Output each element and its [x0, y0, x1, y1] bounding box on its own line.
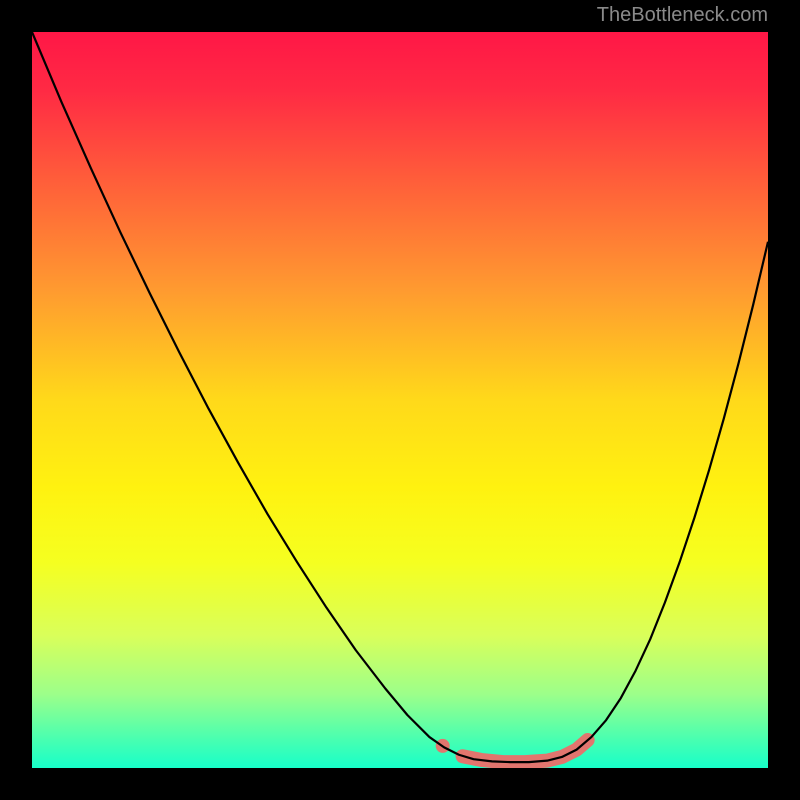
bottleneck-chart [32, 32, 768, 768]
chart-curve-layer [32, 32, 768, 768]
highlight-segment [463, 740, 588, 762]
bottleneck-curve [32, 32, 768, 762]
attribution-text: TheBottleneck.com [597, 4, 768, 27]
